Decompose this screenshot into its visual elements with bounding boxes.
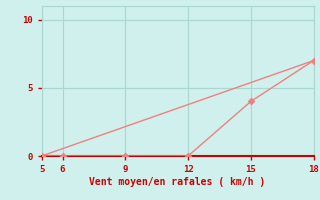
X-axis label: Vent moyen/en rafales ( km/h ): Vent moyen/en rafales ( km/h ) bbox=[90, 177, 266, 187]
